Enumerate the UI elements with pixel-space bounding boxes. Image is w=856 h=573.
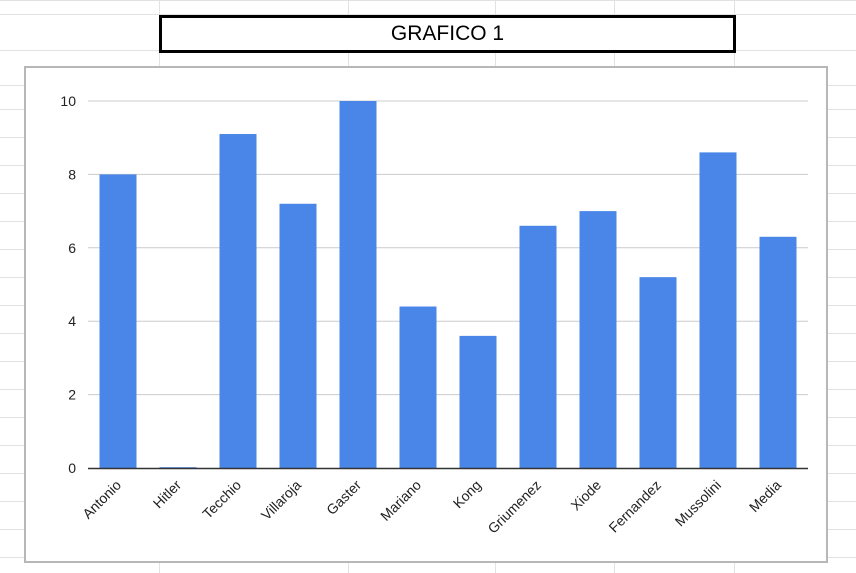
x-tick-label: Kong [450, 477, 484, 511]
bar[interactable] [219, 134, 257, 468]
y-tick-label: 8 [68, 166, 76, 182]
bar[interactable] [639, 277, 677, 468]
y-tick-label: 10 [60, 93, 76, 109]
x-tick-label: Antonio [79, 477, 124, 522]
bar[interactable] [759, 236, 797, 468]
x-tick-label: Hitler [150, 477, 185, 512]
chart-container[interactable]: 0 2 4 6 8 10 Antonio Hitler Tecchio Villaroja Gas… [24, 66, 828, 563]
bar[interactable] [519, 225, 557, 468]
chart-title-cell[interactable]: GRAFICO 1 [159, 15, 736, 53]
bar[interactable] [339, 101, 377, 468]
y-tick-label: 0 [68, 460, 76, 476]
x-tick-label: Mariano [377, 477, 424, 524]
bar[interactable] [699, 152, 737, 468]
x-tick-label: Tecchio [199, 477, 244, 522]
x-tick-label: Villaroja [258, 477, 304, 523]
y-tick-label: 2 [68, 387, 76, 403]
bar[interactable] [279, 203, 317, 468]
x-tick-label: Griumenez [484, 477, 544, 537]
bar[interactable] [579, 211, 617, 468]
y-tick-label: 6 [68, 240, 76, 256]
gridlines [88, 100, 808, 396]
x-tick-label: Fernandez [605, 477, 664, 536]
bar-chart: 0 2 4 6 8 10 Antonio Hitler Tecchio Villaroja Gas… [60, 93, 808, 537]
x-tick-label: Media [746, 477, 784, 515]
y-tick-label: 4 [68, 313, 76, 329]
x-tick-label: Gaster [323, 477, 364, 518]
bars [99, 101, 797, 468]
y-axis-ticks: 0 2 4 6 8 10 [60, 93, 76, 476]
bar[interactable] [159, 467, 197, 468]
x-axis-labels: Antonio Hitler Tecchio Villaroja Gaster Maria… [79, 477, 784, 537]
x-tick-label: Xiode [567, 477, 604, 514]
bar[interactable] [99, 174, 137, 468]
bar[interactable] [459, 335, 497, 468]
x-tick-label: Mussolini [672, 477, 725, 530]
bar[interactable] [399, 306, 437, 468]
